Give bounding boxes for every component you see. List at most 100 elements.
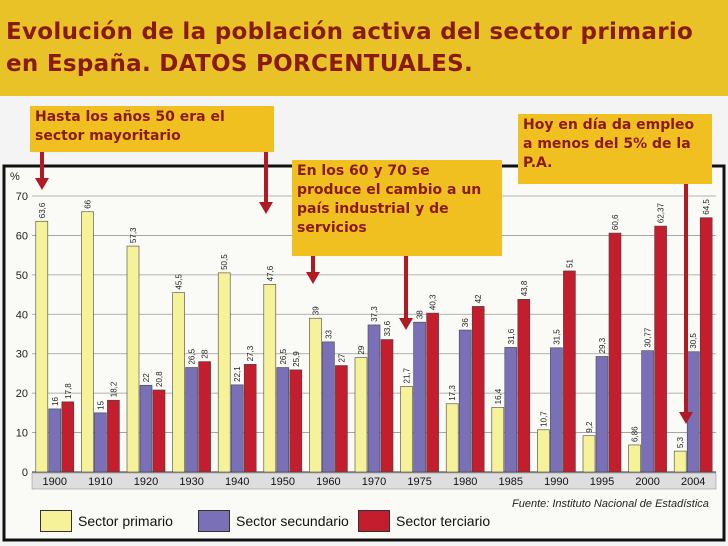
bar-secundario — [458, 329, 472, 473]
data-label-secundario: 38 — [416, 310, 425, 319]
data-label-secundario: 16 — [51, 396, 60, 405]
data-label-secundario: 29,3 — [598, 337, 607, 353]
data-label-terciario: 27,3 — [246, 345, 255, 361]
bar-primario — [628, 444, 641, 473]
bar-terciario — [380, 339, 394, 473]
legend-item-terciario: Sector terciario — [358, 508, 490, 534]
data-label-primario: 63,6 — [38, 202, 47, 218]
data-label-secundario: 22,1 — [233, 366, 242, 382]
data-label-terciario: 25,9 — [292, 351, 301, 367]
annotation-primary-majority: Hasta los años 50 era el sector mayorita… — [30, 106, 274, 152]
data-label-primario: 21,7 — [403, 367, 412, 383]
y-tick-label: 10 — [16, 428, 28, 440]
data-label-secundario: 36 — [461, 318, 470, 327]
x-tick-label: 1970 — [362, 476, 386, 488]
data-label-primario: 9,2 — [585, 421, 594, 433]
x-tick-label: 1930 — [179, 476, 203, 488]
data-label-terciario: 43,8 — [520, 280, 529, 296]
data-label-primario: 50,5 — [220, 254, 229, 270]
bar-secundario — [322, 341, 335, 473]
legend-swatch-primario — [40, 510, 72, 532]
x-tick-label: 1990 — [544, 476, 568, 488]
data-label-terciario: 18,2 — [109, 381, 118, 397]
data-label-primario: 45,5 — [175, 273, 184, 289]
data-label-secundario: 30,77 — [644, 327, 653, 348]
bar-terciario — [654, 225, 667, 473]
bar-terciario — [198, 361, 211, 473]
bar-primario — [445, 403, 459, 473]
data-label-terciario: 51 — [565, 258, 574, 267]
data-label-primario: 17,3 — [448, 385, 457, 401]
bar-secundario — [595, 356, 609, 473]
bar-primario — [537, 429, 550, 473]
bar-secundario — [230, 384, 244, 473]
bar-terciario — [289, 369, 303, 473]
y-tick-label: 30 — [16, 349, 28, 361]
data-label-secundario: 26,5 — [279, 348, 288, 364]
x-tick-label: 1940 — [225, 476, 249, 488]
bar-terciario — [563, 270, 576, 473]
bar-primario — [354, 357, 368, 473]
data-label-terciario: 60,6 — [611, 214, 620, 230]
data-label-terciario: 17,8 — [64, 383, 73, 399]
data-label-terciario: 42 — [474, 294, 483, 303]
data-label-primario: 16,4 — [494, 388, 503, 404]
title-banner: Evolución de la población activa del sec… — [0, 0, 728, 96]
source-credit: Fuente: Instituto Nacional de Estadístic… — [512, 498, 709, 510]
data-label-primario: 29 — [357, 345, 366, 354]
bar-secundario — [48, 408, 62, 473]
bar-secundario — [185, 367, 198, 473]
data-label-terciario: 28 — [201, 349, 210, 358]
data-label-primario: 6,86 — [631, 426, 640, 442]
x-tick-label: 1985 — [499, 476, 523, 488]
data-label-primario: 39 — [311, 306, 320, 315]
legend-label-secundario: Sector secundario — [236, 513, 349, 529]
data-label-secundario: 15 — [96, 400, 105, 409]
x-tick-label: 1975 — [407, 476, 431, 488]
data-label-primario: 57,3 — [129, 227, 138, 243]
bar-secundario — [139, 384, 153, 473]
bar-primario — [263, 284, 277, 473]
data-label-secundario: 37,3 — [370, 306, 379, 322]
data-label-primario: 10,7 — [539, 411, 548, 427]
data-label-terciario: 40,3 — [429, 294, 438, 310]
annotation-industrial-change: En los 60 y 70 se produce el cambio a un… — [292, 160, 502, 256]
bar-secundario — [686, 351, 700, 473]
legend-label-terciario: Sector terciario — [396, 513, 491, 529]
x-tick-label: 1950 — [271, 476, 295, 488]
data-label-secundario: 26,5 — [188, 348, 197, 364]
legend-swatch-secundario — [198, 510, 230, 532]
bar-terciario — [335, 365, 348, 473]
bar-secundario — [641, 350, 654, 473]
bar-primario — [172, 292, 185, 473]
bar-secundario — [504, 347, 518, 473]
data-label-terciario: 62,37 — [657, 203, 666, 224]
slide-title: Evolución de la población activa del sec… — [6, 19, 694, 77]
bar-terciario — [608, 232, 622, 473]
arrow-2004-head — [679, 412, 693, 424]
bar-primario — [35, 220, 49, 473]
bar-terciario — [517, 299, 531, 473]
bar-primario — [582, 435, 596, 473]
x-tick-label: 1980 — [453, 476, 477, 488]
data-label-secundario: 31,6 — [507, 328, 516, 344]
bar-primario — [491, 407, 505, 473]
x-tick-label: 1900 — [43, 476, 67, 488]
bar-terciario — [243, 364, 257, 473]
bar-terciario — [61, 401, 75, 473]
bar-terciario — [426, 312, 439, 473]
bar-secundario — [550, 347, 563, 473]
bar-terciario — [152, 389, 166, 473]
y-tick-label: 20 — [16, 388, 28, 400]
legend-item-secundario: Sector secundario — [198, 508, 349, 534]
data-label-terciario: 64,5 — [702, 199, 711, 215]
y-tick-label: 40 — [16, 309, 28, 321]
bar-primario — [309, 317, 322, 473]
legend-swatch-terciario — [358, 510, 390, 532]
y-tick-label: 70 — [16, 191, 28, 203]
bar-terciario — [471, 306, 485, 473]
data-label-secundario: 31,5 — [552, 329, 561, 345]
bar-terciario — [107, 399, 120, 473]
x-axis-band — [31, 472, 717, 490]
